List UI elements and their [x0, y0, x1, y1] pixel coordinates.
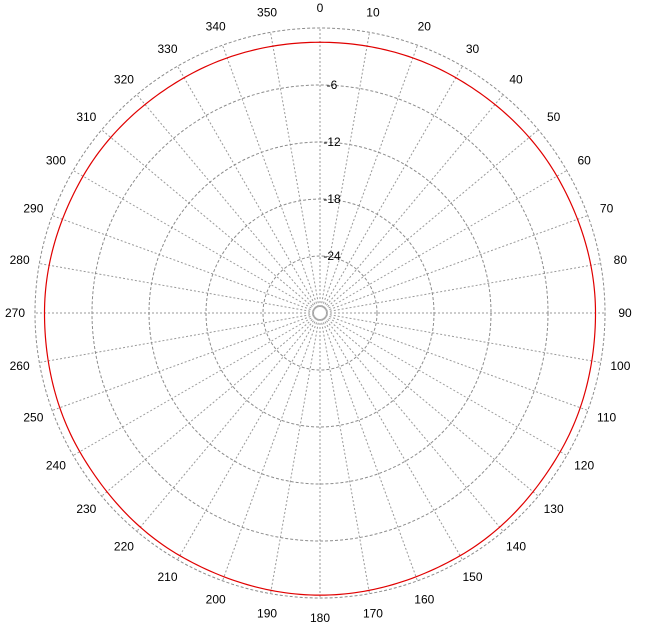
ring-0: [91, 84, 549, 542]
spoke-110: [325, 314, 588, 411]
angle-tick-label: 290: [23, 202, 43, 216]
radial-tick-label: -6: [327, 78, 338, 92]
angle-tick-label: 0: [317, 1, 324, 15]
spoke-10: [320, 32, 370, 308]
spoke-210: [177, 317, 318, 561]
spoke-350: [270, 32, 320, 308]
spoke-290: [52, 215, 315, 312]
radial-gridlines: [34, 27, 606, 599]
outer-ring: [34, 27, 606, 599]
spoke-60: [324, 170, 568, 311]
angle-tick-label: 240: [46, 459, 66, 473]
spoke-200: [222, 318, 319, 581]
spoke-190: [270, 318, 320, 594]
radial-tick-labels: -6 -12 -18 -24: [323, 78, 341, 263]
spoke-50: [324, 129, 539, 310]
angular-gridlines: [35, 28, 605, 598]
angle-tick-label: 80: [614, 253, 628, 267]
spoke-140: [323, 317, 504, 532]
spoke-40: [323, 94, 504, 309]
radial-tick-label: -18: [323, 192, 341, 206]
spoke-170: [320, 318, 370, 594]
radial-tick-label: -24: [323, 249, 341, 263]
spoke-230: [101, 316, 316, 497]
angle-tick-label: 280: [10, 253, 30, 267]
angle-tick-label: 50: [547, 110, 561, 124]
angle-tick-label: 130: [544, 502, 564, 516]
spoke-260: [39, 313, 315, 363]
spoke-120: [324, 315, 568, 456]
angle-tick-label: 210: [157, 570, 177, 584]
angle-tick-label: 340: [206, 19, 226, 33]
angle-tick-label: 230: [76, 502, 96, 516]
spoke-160: [321, 318, 418, 581]
ring-2: [205, 198, 435, 428]
spoke-130: [324, 316, 539, 497]
radial-tick-label: -12: [323, 135, 341, 149]
spoke-320: [136, 94, 317, 309]
angle-tick-label: 260: [10, 359, 30, 373]
ring-1: [148, 141, 492, 485]
angle-tick-label: 330: [157, 42, 177, 56]
ring-3: [262, 255, 378, 371]
spoke-280: [39, 263, 315, 313]
angle-tick-label: 100: [610, 359, 630, 373]
spoke-340: [222, 45, 319, 308]
spoke-250: [52, 314, 315, 411]
angle-tick-label: 220: [114, 540, 134, 554]
spoke-310: [101, 129, 316, 310]
spoke-220: [136, 317, 317, 532]
spoke-30: [322, 65, 463, 309]
angle-tick-label: 140: [506, 540, 526, 554]
series-line-0: [43, 41, 597, 596]
spoke-70: [325, 215, 588, 312]
spoke-80: [325, 263, 601, 313]
angle-tick-label: 30: [466, 42, 480, 56]
spoke-330: [177, 65, 318, 309]
angle-tick-label: 170: [363, 606, 383, 620]
angle-tick-labels: 0 10 20 30 40 50 60 70 80 90 100 110 120 130 140 150 160…: [5, 1, 632, 625]
angle-tick-label: 150: [462, 570, 482, 584]
angle-tick-label: 270: [5, 306, 25, 320]
angle-tick-label: 320: [114, 72, 134, 86]
spoke-150: [322, 317, 463, 561]
angle-tick-label: 40: [509, 72, 523, 86]
angle-tick-label: 250: [23, 410, 43, 424]
angle-tick-label: 20: [418, 19, 432, 33]
angle-tick-label: 70: [600, 202, 614, 216]
pattern-series: [43, 41, 597, 596]
angle-tick-label: 180: [310, 611, 330, 625]
angle-tick-label: 10: [366, 6, 380, 20]
spoke-240: [72, 315, 316, 456]
angle-tick-label: 310: [76, 110, 96, 124]
spoke-300: [72, 170, 316, 311]
angle-tick-label: 120: [574, 459, 594, 473]
angle-tick-label: 350: [257, 6, 277, 20]
angle-tick-label: 60: [577, 154, 591, 168]
angle-tick-label: 90: [618, 306, 632, 320]
spoke-100: [325, 313, 601, 363]
angle-tick-label: 190: [257, 606, 277, 620]
spoke-20: [321, 45, 418, 308]
angle-tick-label: 300: [46, 154, 66, 168]
angle-tick-label: 200: [206, 593, 226, 607]
angle-tick-label: 160: [414, 593, 434, 607]
angle-tick-label: 110: [597, 410, 616, 424]
